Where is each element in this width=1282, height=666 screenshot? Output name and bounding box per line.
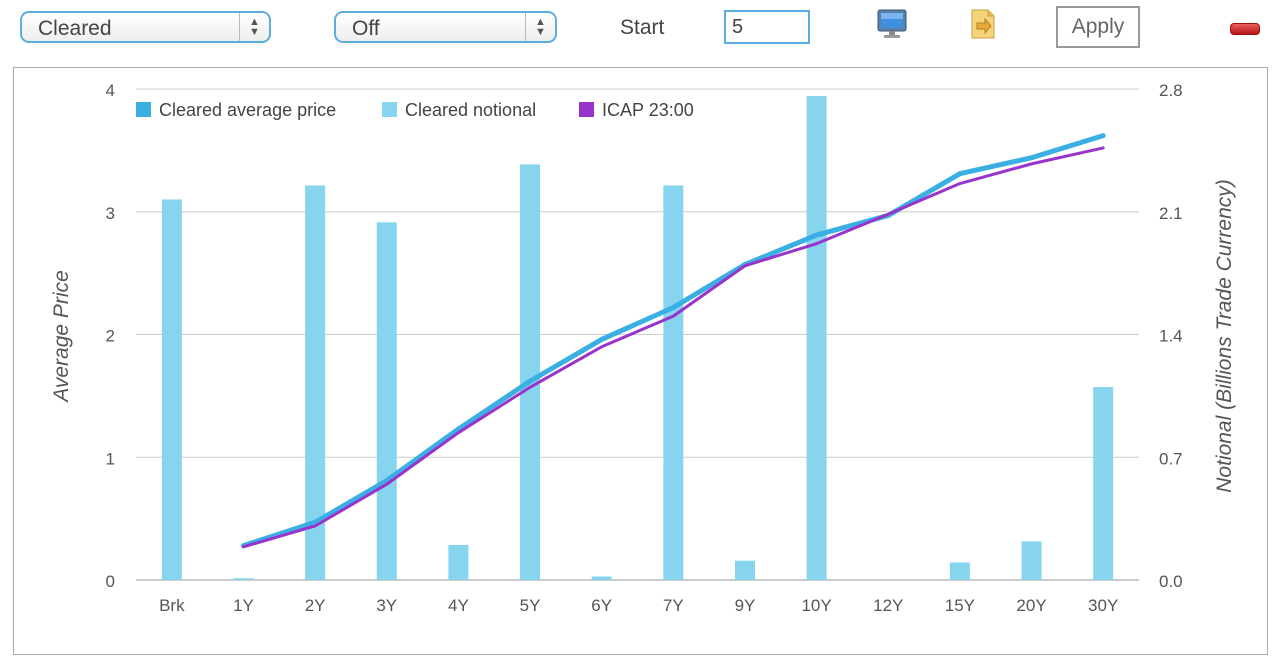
mode-select-value: Off [352,17,380,40]
chevron-updown-icon: ▲ ▼ [239,13,269,41]
series-select[interactable]: Cleared ▲ ▼ [20,11,271,43]
legend-swatch [579,102,594,117]
monitor-icon[interactable] [876,8,908,45]
x-tick-label: 3Y [376,596,397,615]
x-tick-label: 9Y [735,596,756,615]
start-input[interactable] [724,10,810,44]
remove-icon[interactable] [1230,23,1260,35]
line-cleared-average-price[interactable] [240,133,1106,549]
legend-label: Cleared average price [159,100,336,120]
y-tick-label: 3 [106,204,115,223]
y2-tick-label: 0.0 [1159,572,1183,591]
bar-cleared-notional[interactable] [1093,387,1114,580]
x-tick-label: 15Y [945,596,975,615]
y-tick-label: 4 [106,81,115,100]
chart-panel: 0 1 2 3 4 0.0 0.7 1.4 2.1 2.8 Brk 1Y 2Y 3Y 4Y 5Y 6Y 7Y 9Y 1… [13,67,1268,655]
bar-cleared-notional[interactable] [376,222,397,580]
bar-cleared-notional[interactable] [806,96,827,580]
bar-cleared-notional[interactable] [161,199,182,580]
x-tick-label: 10Y [801,596,831,615]
bar-cleared-notional[interactable] [520,164,541,580]
x-tick-label: 4Y [448,596,469,615]
y2-axis-title: Notional (Billions Trade Currency) [1213,179,1236,493]
x-tick-label: Brk [159,596,185,615]
bar-cleared-notional[interactable] [448,544,469,580]
legend-label: ICAP 23:00 [602,100,694,120]
legend-item-cleared-average-price[interactable]: Cleared average price [136,100,336,120]
legend-item-cleared-notional[interactable]: Cleared notional [382,100,536,120]
y-tick-label: 1 [106,449,115,468]
bar-cleared-notional[interactable] [949,562,970,580]
x-tick-label: 6Y [591,596,612,615]
x-tick-label: 20Y [1016,596,1046,615]
bar-cleared-notional[interactable] [734,560,755,580]
y-axis-title: Average Price [50,270,73,404]
apply-button[interactable]: Apply [1056,6,1140,48]
y2-tick-label: 0.7 [1159,449,1183,468]
price-lines [240,133,1106,549]
legend-swatch [136,102,151,117]
y2-tick-label: 2.8 [1159,81,1183,100]
y-tick-label: 0 [106,572,115,591]
legend-item-icap-23-00[interactable]: ICAP 23:00 [579,100,694,120]
x-tick-label: 12Y [873,596,903,615]
mode-select[interactable]: Off ▲ ▼ [334,11,557,43]
bar-cleared-notional[interactable] [1021,541,1042,580]
document-export-icon[interactable] [968,7,998,46]
x-tick-label: 1Y [233,596,254,615]
bar-cleared-notional[interactable] [663,185,684,581]
bar-cleared-notional[interactable] [591,576,612,580]
start-label: Start [620,16,665,39]
x-tick-label: 2Y [305,596,326,615]
x-tick-label: 30Y [1088,596,1118,615]
x-tick-label: 5Y [520,596,541,615]
combo-chart: 0 1 2 3 4 0.0 0.7 1.4 2.1 2.8 Brk 1Y 2Y 3Y 4Y 5Y 6Y 7Y 9Y 1… [50,81,1236,615]
axes: 0 1 2 3 4 0.0 0.7 1.4 2.1 2.8 Brk 1Y 2Y 3Y 4Y 5Y 6Y 7Y 9Y 1… [106,81,1183,615]
y2-tick-label: 2.1 [1159,204,1183,223]
grid-lines [136,88,1139,581]
series-select-value: Cleared [38,17,112,40]
legend-label: Cleared notional [405,100,536,120]
line-icap-23-00[interactable] [241,146,1105,549]
y-tick-label: 2 [106,327,115,346]
legend-swatch [382,102,397,117]
chevron-updown-icon: ▲ ▼ [525,13,555,41]
y2-tick-label: 1.4 [1159,327,1183,346]
legend: Cleared average price Cleared notional I… [136,100,694,120]
bar-cleared-notional[interactable] [305,185,326,581]
toolbar: Cleared ▲▼ Off ▲▼ Start Apply [0,0,1282,56]
x-tick-label: 7Y [663,596,684,615]
bar-cleared-notional[interactable] [233,578,254,580]
notional-bars [161,96,1114,581]
